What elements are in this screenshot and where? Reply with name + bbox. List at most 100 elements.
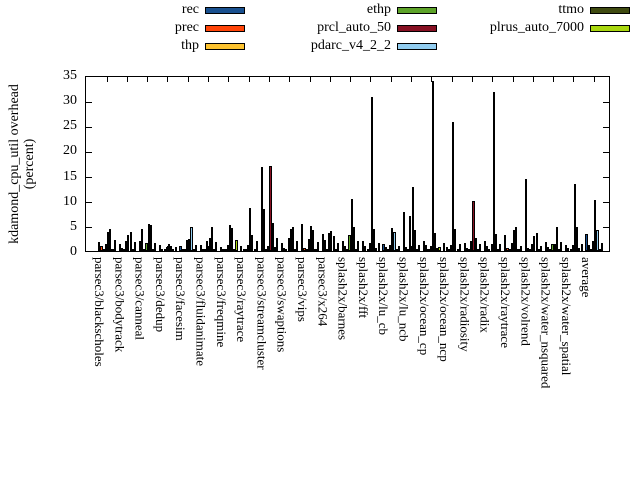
x-tick-top (329, 77, 331, 82)
bar-ttmo-parsec3/x264 (334, 248, 337, 251)
bar-rec-parsec3/dedup (159, 245, 162, 251)
bar-thp-splash2x/water_spatial (569, 249, 572, 251)
x-category-label-parsec3/vips: parsec3/vips (295, 257, 310, 322)
bar-thp-parsec3/vips (305, 249, 308, 251)
bar-ethp-splash2x/raytrace (510, 242, 513, 251)
bar-ethp-splash2x/water_spatial (571, 245, 574, 251)
x-category-label-splash2x/ocean_ncp: splash2x/ocean_ncp (437, 257, 453, 362)
bar-rec-splash2x/lu_ncb (402, 212, 405, 251)
y-tick-20 (603, 151, 609, 153)
x-tick-top (268, 77, 270, 82)
bar-prec-splash2x/barnes (344, 245, 347, 251)
bar-prec-parsec3/freqmine (222, 249, 225, 251)
x-tick-top (208, 77, 209, 82)
bar-ethp-splash2x/barnes (348, 234, 351, 251)
bar-plrus_auto_7000-splash2x/fft (377, 242, 380, 251)
bar-pdarc_v4_2_2-parsec3/fluidanimate (210, 227, 213, 251)
x-category-label-splash2x/raytrace: splash2x/raytrace (498, 257, 513, 348)
bar-rec-splash2x/ocean_cp (423, 240, 426, 251)
bar-ethp-splash2x/water_nsquared (551, 244, 554, 251)
bar-pdarc_v4_2_2-parsec3/bodytrack (129, 232, 132, 251)
bar-thp-parsec3/dedup (163, 249, 166, 251)
x-category-label-average: average (579, 257, 595, 298)
bar-ethp-parsec3/freqmine (226, 245, 229, 251)
bar-ethp-parsec3/x264 (328, 232, 331, 251)
bar-rec-splash2x/fft (362, 240, 365, 251)
bar-ethp-parsec3/streamcluster (267, 246, 270, 251)
x-category-label-splash2x/ocean_cp: splash2x/ocean_cp (416, 257, 432, 356)
bar-rec-parsec3/canneal (138, 240, 141, 251)
bar-thp-splash2x/barnes (346, 249, 349, 251)
bar-ethp-parsec3/fluidanimate (206, 240, 209, 251)
bar-prec-parsec3/streamcluster (262, 209, 265, 251)
bar-ttmo-splash2x/ocean_ncp (456, 248, 459, 251)
x-tick-top (573, 77, 575, 82)
x-tick-top (512, 77, 514, 82)
bar-plrus_auto_7000-parsec3/dedup (174, 247, 177, 251)
x-tick-top (309, 77, 311, 82)
bar-prec-splash2x/volrend (526, 247, 529, 251)
bar-plrus_auto_7000-splash2x/lu_cb (397, 245, 400, 251)
bar-ethp-splash2x/ocean_ncp (449, 245, 453, 251)
x-tick-top (228, 77, 230, 82)
x-category-label-parsec3/dedup: parsec3/dedup (152, 257, 168, 333)
bar-plrus_auto_7000-splash2x/barnes (357, 240, 360, 251)
y-axis-title-line1: kdamond_cpu_util overhead (7, 84, 22, 244)
bar-ethp-splash2x/volrend (531, 243, 534, 251)
bar-prcl_auto_50-splash2x/ocean_ncp (452, 122, 455, 251)
bar-prec-parsec3/vips (303, 247, 306, 251)
y-tick-10 (86, 202, 92, 204)
bar-plrus_auto_7000-splash2x/water_nsquared (560, 241, 563, 251)
y-tick-15 (86, 177, 92, 179)
y-tick-5 (86, 227, 92, 229)
y-tick-label-10: 10 (63, 193, 77, 209)
y-axis-title-line2: (percent) (22, 138, 37, 190)
bar-ttmo-parsec3/vips (314, 249, 317, 251)
x-category-label-parsec3/raytrace: parsec3/raytrace (234, 257, 250, 343)
bar-plrus_auto_7000-splash2x/raytrace (519, 246, 522, 251)
legend-label-rec: rec (181, 2, 199, 17)
x-tick-top (593, 77, 595, 82)
bar-prcl_auto_50-splash2x/lu_cb (391, 228, 394, 251)
bar-ethp-parsec3/facesim (186, 239, 189, 251)
bar-thp-parsec3/blackscholes (102, 249, 105, 251)
bar-rec-splash2x/ocean_ncp (443, 242, 446, 251)
bar-prcl_auto_50-splash2x/raytrace (513, 230, 516, 251)
bar-prcl_auto_50-splash2x/water_nsquared (553, 243, 556, 251)
bar-prec-splash2x/lu_cb (384, 246, 387, 251)
y-tick-10 (603, 202, 609, 204)
x-category-label-splash2x/lu_cb: splash2x/lu_cb (376, 257, 392, 335)
bar-pdarc_v4_2_2-parsec3/dedup (170, 245, 173, 251)
bar-prec-splash2x/radix (486, 245, 489, 251)
bar-rec-parsec3/blackscholes (98, 241, 101, 251)
bar-ethp-parsec3/vips (307, 238, 310, 251)
bar-ttmo-parsec3/swaptions (294, 249, 297, 251)
bar-prec-splash2x/raytrace (506, 248, 509, 251)
y-tick-label-5: 5 (70, 218, 77, 234)
y-tick-25 (86, 126, 92, 128)
bar-pdarc_v4_2_2-parsec3/raytrace (251, 234, 254, 251)
bar-rec-splash2x/volrend (524, 178, 527, 251)
bar-pdarc_v4_2_2-splash2x/volrend (535, 233, 538, 251)
x-category-label-parsec3/bodytrack: parsec3/bodytrack (112, 257, 128, 353)
bar-pdarc_v4_2_2-parsec3/streamcluster (271, 222, 274, 251)
y-tick-label-30: 30 (63, 93, 77, 109)
bar-plrus_auto_7000-average (600, 243, 603, 251)
bar-prcl_auto_50-splash2x/lu_ncb (411, 186, 414, 251)
bar-rec-parsec3/facesim (179, 245, 182, 251)
bar-thp-splash2x/ocean_ncp (447, 249, 450, 251)
bar-ttmo-parsec3/streamcluster (273, 247, 276, 251)
bar-ethp-parsec3/blackscholes (104, 243, 107, 251)
bar-pdarc_v4_2_2-splash2x/ocean_ncp (454, 228, 457, 251)
y-tick-30 (86, 101, 92, 103)
legend-swatch-prcl_auto_50 (397, 25, 437, 32)
x-tick-top (187, 77, 189, 82)
bar-ttmo-splash2x/raytrace (517, 249, 520, 251)
x-category-label-parsec3/swaptions: parsec3/swaptions (274, 257, 290, 353)
bar-ttmo-splash2x/lu_cb (395, 249, 398, 251)
legend-swatch-prec (205, 25, 245, 32)
y-tick-30 (603, 101, 609, 103)
bar-ttmo-splash2x/water_spatial (578, 247, 581, 251)
bar-thp-splash2x/lu_cb (386, 249, 389, 251)
x-tick-top (126, 77, 128, 82)
